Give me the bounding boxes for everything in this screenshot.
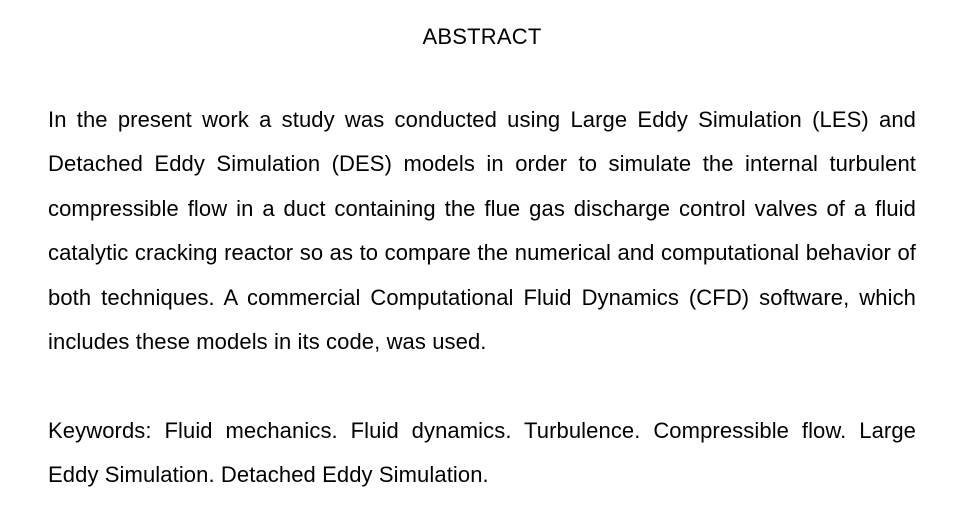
abstract-page: ABSTRACT In the present work a study was… xyxy=(0,0,960,510)
abstract-heading: ABSTRACT xyxy=(48,24,916,50)
keywords-paragraph: Keywords: Fluid mechanics. Fluid dynamic… xyxy=(48,409,916,498)
abstract-paragraph: In the present work a study was conducte… xyxy=(48,98,916,365)
